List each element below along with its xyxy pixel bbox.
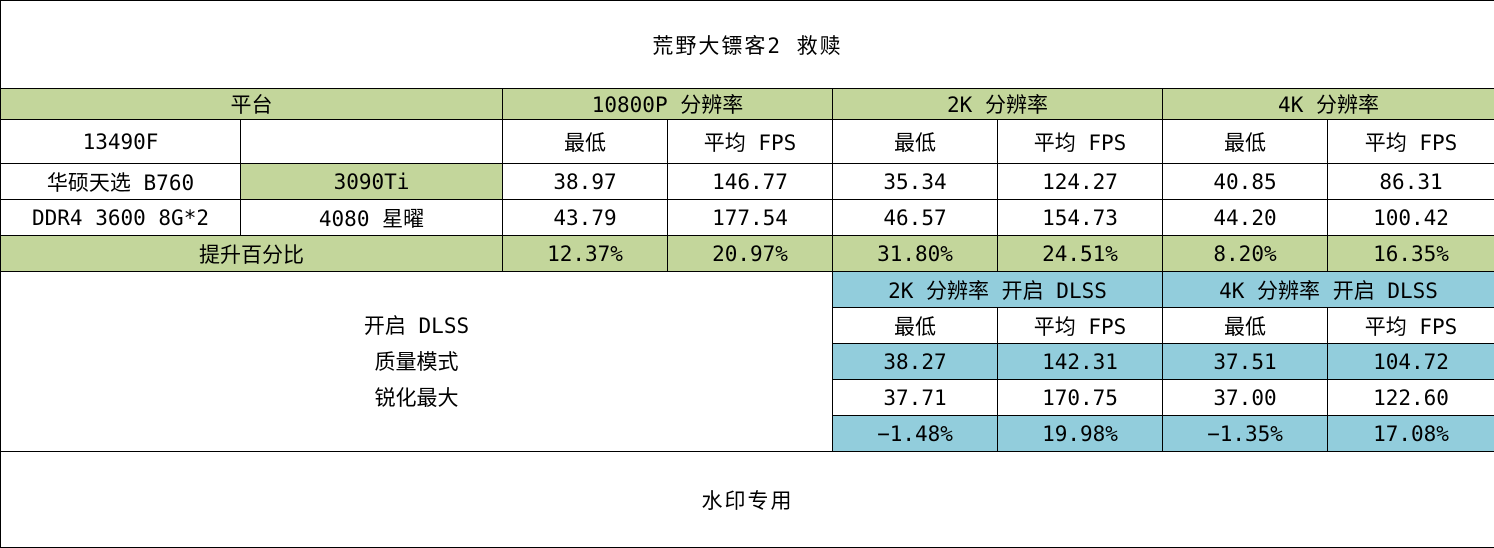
metric-header-avg-4k: 平均 FPS [1328, 120, 1494, 164]
dlss-settings-line-3: 锐化最大 [3, 380, 830, 416]
improvement-cell-min-1080p: 12.37% [503, 236, 668, 272]
fps-cell-3090ti-avg-4k: 86.31 [1328, 164, 1494, 200]
metric-header-min-2k: 最低 [833, 120, 998, 164]
dlss-fps-cell-3090ti-min-2k: 38.27 [833, 344, 998, 380]
dlss-fps-cell-3090ti-min-4k: 37.51 [1163, 344, 1328, 380]
dlss-header-4k: 4K 分辨率 开启 DLSS [1163, 272, 1494, 308]
dlss-header-row: 开启 DLSS 质量模式 锐化最大 2K 分辨率 开启 DLSS 4K 分辨率 … [1, 272, 1494, 308]
fps-cell-3090ti-min-2k: 35.34 [833, 164, 998, 200]
platform-cpu: 13490F [1, 120, 241, 164]
metric-header-min-1080p: 最低 [503, 120, 668, 164]
improvement-cell-avg-4k: 16.35% [1328, 236, 1494, 272]
resolution-header-row: 平台 10800P 分辨率 2K 分辨率 4K 分辨率 [1, 89, 1494, 120]
watermark-label: 水印专用 [1, 452, 1494, 548]
fps-cell-3090ti-min-4k: 40.85 [1163, 164, 1328, 200]
metric-header-row: 13490F 最低 平均 FPS 最低 平均 FPS 最低 平均 FPS [1, 120, 1494, 164]
watermark-row: 水印专用 [1, 452, 1494, 548]
improvement-cell-avg-2k: 24.51% [998, 236, 1163, 272]
fps-cell-3090ti-avg-1080p: 146.77 [668, 164, 833, 200]
metric-header-avg-2k: 平均 FPS [998, 120, 1163, 164]
gpu-row-4080: DDR4 3600 8G*2 4080 星曜 43.79 177.54 46.5… [1, 200, 1494, 236]
improvement-cell-min-2k: 31.80% [833, 236, 998, 272]
dlss-fps-cell-3090ti-avg-4k: 104.72 [1328, 344, 1494, 380]
fps-cell-4080-min-2k: 46.57 [833, 200, 998, 236]
improvement-cell-min-4k: 8.20% [1163, 236, 1328, 272]
dlss-fps-cell-4080-avg-4k: 122.60 [1328, 380, 1494, 416]
dlss-header-2k: 2K 分辨率 开启 DLSS [833, 272, 1163, 308]
fps-cell-3090ti-avg-2k: 124.27 [998, 164, 1163, 200]
dlss-improvement-cell-avg-4k: 17.08% [1328, 416, 1494, 452]
header-resolution-1080p: 10800P 分辨率 [503, 89, 833, 120]
gpu-label-3090ti: 3090Ti [241, 164, 503, 200]
platform-ram: DDR4 3600 8G*2 [1, 200, 241, 236]
fps-cell-4080-min-4k: 44.20 [1163, 200, 1328, 236]
fps-cell-4080-min-1080p: 43.79 [503, 200, 668, 236]
fps-cell-4080-avg-1080p: 177.54 [668, 200, 833, 236]
header-resolution-2k: 2K 分辨率 [833, 89, 1163, 120]
improvement-label: 提升百分比 [1, 236, 503, 272]
dlss-settings-line-2: 质量模式 [3, 344, 830, 380]
platform-motherboard: 华硕天选 B760 [1, 164, 241, 200]
metric-header-avg-1080p: 平均 FPS [668, 120, 833, 164]
dlss-improvement-cell-min-2k: −1.48% [833, 416, 998, 452]
dlss-improvement-cell-avg-2k: 19.98% [998, 416, 1163, 452]
page-title: 荒野大镖客2 救赎 [1, 1, 1494, 89]
fps-cell-4080-avg-4k: 100.42 [1328, 200, 1494, 236]
dlss-fps-cell-3090ti-avg-2k: 142.31 [998, 344, 1163, 380]
title-row: 荒野大镖客2 救赎 [1, 1, 1494, 89]
dlss-metric-header-avg-2k: 平均 FPS [998, 308, 1163, 344]
dlss-settings-cell: 开启 DLSS 质量模式 锐化最大 [1, 272, 833, 452]
dlss-improvement-cell-min-4k: −1.35% [1163, 416, 1328, 452]
dlss-metric-header-min-2k: 最低 [833, 308, 998, 344]
dlss-fps-cell-4080-min-4k: 37.00 [1163, 380, 1328, 416]
header-resolution-4k: 4K 分辨率 [1163, 89, 1494, 120]
gpu-row-3090ti: 华硕天选 B760 3090Ti 38.97 146.77 35.34 124.… [1, 164, 1494, 200]
dlss-metric-header-min-4k: 最低 [1163, 308, 1328, 344]
dlss-settings-line-1: 开启 DLSS [3, 308, 830, 344]
gpu-column-empty-cell [241, 120, 503, 164]
improvement-row: 提升百分比 12.37% 20.97% 31.80% 24.51% 8.20% … [1, 236, 1494, 272]
metric-header-min-4k: 最低 [1163, 120, 1328, 164]
fps-cell-3090ti-min-1080p: 38.97 [503, 164, 668, 200]
improvement-cell-avg-1080p: 20.97% [668, 236, 833, 272]
gpu-label-4080: 4080 星曜 [241, 200, 503, 236]
dlss-metric-header-avg-4k: 平均 FPS [1328, 308, 1494, 344]
dlss-fps-cell-4080-avg-2k: 170.75 [998, 380, 1163, 416]
dlss-fps-cell-4080-min-2k: 37.71 [833, 380, 998, 416]
header-platform: 平台 [1, 89, 503, 120]
fps-cell-4080-avg-2k: 154.73 [998, 200, 1163, 236]
